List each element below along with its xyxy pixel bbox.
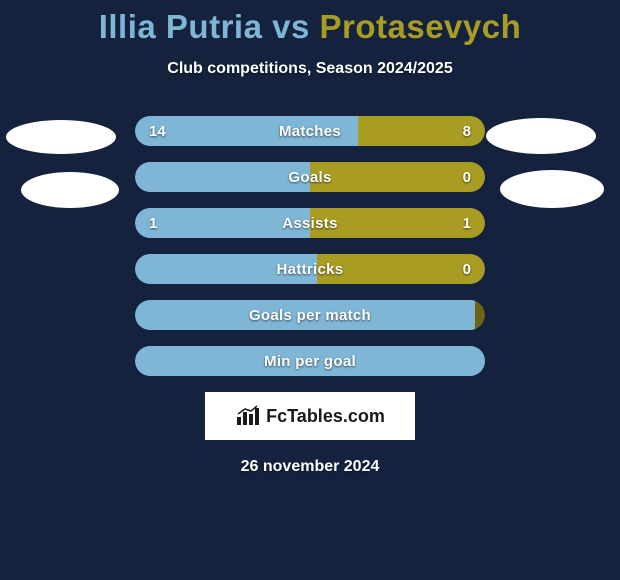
player2-avatar-top: [486, 118, 596, 154]
stat-label: Goals per match: [135, 300, 485, 330]
stat-row: Goals per match: [135, 300, 485, 330]
player2-avatar-bottom: [500, 170, 604, 208]
stat-label: Assists: [135, 208, 485, 238]
stat-label: Matches: [135, 116, 485, 146]
comparison-title: Illia Putria vs Protasevych: [0, 0, 620, 46]
date-text: 26 november 2024: [0, 458, 620, 476]
stat-row: 148Matches: [135, 116, 485, 146]
brand-box: FcTables.com: [205, 392, 415, 440]
stat-row: 11Assists: [135, 208, 485, 238]
stat-row: 0Hattricks: [135, 254, 485, 284]
stat-label: Hattricks: [135, 254, 485, 284]
stat-row: Min per goal: [135, 346, 485, 376]
player1-avatar-top: [6, 120, 116, 154]
stat-row: 0Goals: [135, 162, 485, 192]
subtitle: Club competitions, Season 2024/2025: [0, 60, 620, 78]
vs-text: vs: [262, 8, 319, 45]
player2-name: Protasevych: [319, 8, 521, 45]
player1-name: Illia Putria: [99, 8, 263, 45]
brand-icon: [235, 405, 261, 427]
stat-label: Goals: [135, 162, 485, 192]
stats-chart: 148Matches 0Goals 11Assists 0Hattricks Goals…: [135, 116, 485, 376]
brand-text: FcTables.com: [266, 406, 385, 427]
player1-avatar-bottom: [21, 172, 119, 208]
stat-label: Min per goal: [135, 346, 485, 376]
